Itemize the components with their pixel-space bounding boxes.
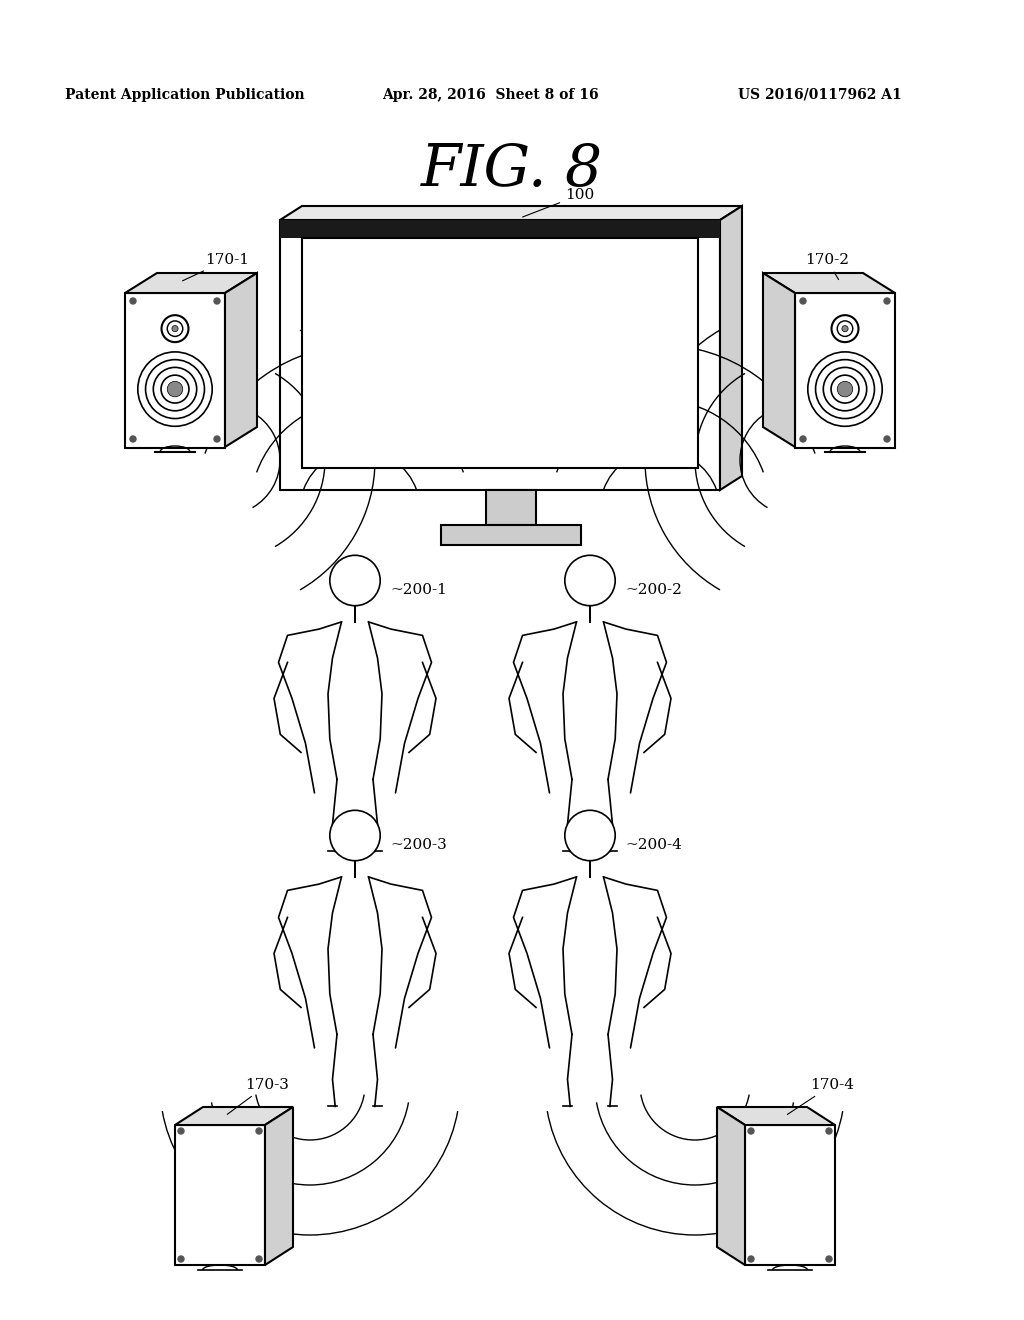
Polygon shape xyxy=(717,1107,745,1265)
Circle shape xyxy=(838,321,853,337)
Bar xyxy=(125,293,225,447)
Text: 170-3: 170-3 xyxy=(227,1078,289,1114)
Circle shape xyxy=(826,1129,831,1134)
Circle shape xyxy=(138,352,212,426)
Polygon shape xyxy=(717,1107,835,1125)
Circle shape xyxy=(842,326,848,331)
Text: ~200-2: ~200-2 xyxy=(625,583,682,597)
Bar xyxy=(745,1125,835,1265)
Circle shape xyxy=(330,810,380,861)
Circle shape xyxy=(130,436,136,442)
Bar xyxy=(280,220,720,238)
Circle shape xyxy=(884,436,890,442)
Text: US 2016/0117962 A1: US 2016/0117962 A1 xyxy=(738,88,902,102)
Polygon shape xyxy=(763,273,795,447)
Text: Patent Application Publication: Patent Application Publication xyxy=(66,88,305,102)
Circle shape xyxy=(565,556,615,606)
Text: Apr. 28, 2016  Sheet 8 of 16: Apr. 28, 2016 Sheet 8 of 16 xyxy=(382,88,598,102)
Text: 170-2: 170-2 xyxy=(805,253,849,280)
Circle shape xyxy=(748,1257,754,1262)
Circle shape xyxy=(823,367,866,411)
Circle shape xyxy=(800,436,806,442)
Text: ~200-4: ~200-4 xyxy=(625,838,682,851)
Circle shape xyxy=(838,381,853,397)
Bar xyxy=(175,1125,265,1265)
Bar xyxy=(486,490,536,525)
Circle shape xyxy=(172,326,178,331)
Polygon shape xyxy=(125,273,257,293)
Circle shape xyxy=(831,315,858,342)
Circle shape xyxy=(748,1129,754,1134)
Circle shape xyxy=(167,381,182,397)
Polygon shape xyxy=(225,273,257,447)
Circle shape xyxy=(167,321,182,337)
Text: ~200-1: ~200-1 xyxy=(390,583,446,597)
Circle shape xyxy=(154,367,197,411)
Circle shape xyxy=(178,1257,184,1262)
Bar xyxy=(441,525,581,545)
Text: 100: 100 xyxy=(522,187,594,216)
Circle shape xyxy=(831,375,859,403)
Circle shape xyxy=(815,359,874,418)
Polygon shape xyxy=(280,206,742,220)
Text: FIG. 8: FIG. 8 xyxy=(421,141,603,198)
Circle shape xyxy=(130,298,136,304)
Circle shape xyxy=(565,810,615,861)
Polygon shape xyxy=(720,206,742,490)
Circle shape xyxy=(214,436,220,442)
Bar xyxy=(280,220,720,490)
Bar xyxy=(302,238,698,469)
Circle shape xyxy=(256,1129,262,1134)
Circle shape xyxy=(178,1129,184,1134)
Polygon shape xyxy=(763,273,895,293)
Polygon shape xyxy=(265,1107,293,1265)
Polygon shape xyxy=(175,1107,293,1125)
Text: 170-1: 170-1 xyxy=(182,253,249,281)
Bar xyxy=(795,293,895,447)
Circle shape xyxy=(826,1257,831,1262)
Circle shape xyxy=(884,298,890,304)
Text: ~200-3: ~200-3 xyxy=(390,838,446,851)
Circle shape xyxy=(800,298,806,304)
Circle shape xyxy=(145,359,205,418)
Text: 170-4: 170-4 xyxy=(787,1078,854,1114)
Circle shape xyxy=(161,375,189,403)
Circle shape xyxy=(808,352,883,426)
Circle shape xyxy=(256,1257,262,1262)
Circle shape xyxy=(162,315,188,342)
Circle shape xyxy=(330,556,380,606)
Circle shape xyxy=(214,298,220,304)
